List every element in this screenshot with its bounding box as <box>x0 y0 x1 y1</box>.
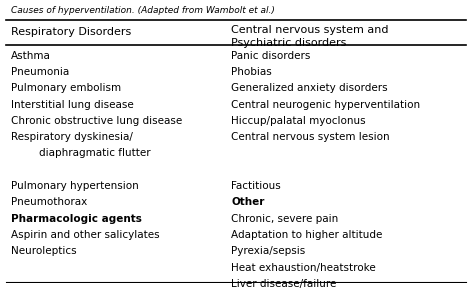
Text: Factitious: Factitious <box>231 181 281 191</box>
Text: Adaptation to higher altitude: Adaptation to higher altitude <box>231 230 383 240</box>
Text: Hiccup/palatal myoclonus: Hiccup/palatal myoclonus <box>231 116 366 126</box>
Text: Generalized anxiety disorders: Generalized anxiety disorders <box>231 83 388 93</box>
Text: Pulmonary embolism: Pulmonary embolism <box>11 83 121 93</box>
Text: Heat exhaustion/heatstroke: Heat exhaustion/heatstroke <box>231 262 376 273</box>
Text: Central nervous system and
Psychiatric disorders: Central nervous system and Psychiatric d… <box>231 25 389 48</box>
Text: Central neurogenic hyperventilation: Central neurogenic hyperventilation <box>231 100 420 109</box>
Text: Pneumothorax: Pneumothorax <box>11 197 87 207</box>
Text: Pneumonia: Pneumonia <box>11 67 69 77</box>
Text: Phobias: Phobias <box>231 67 272 77</box>
Text: Neuroleptics: Neuroleptics <box>11 246 76 256</box>
Text: Chronic, severe pain: Chronic, severe pain <box>231 214 338 224</box>
Text: Other: Other <box>231 197 265 207</box>
Text: Pharmacologic agents: Pharmacologic agents <box>11 214 142 224</box>
Text: diaphragmatic flutter: diaphragmatic flutter <box>39 148 151 158</box>
Text: Asthma: Asthma <box>11 51 51 61</box>
Text: Respiratory dyskinesia/: Respiratory dyskinesia/ <box>11 132 133 142</box>
Text: Interstitial lung disease: Interstitial lung disease <box>11 100 134 109</box>
Text: Aspirin and other salicylates: Aspirin and other salicylates <box>11 230 159 240</box>
Text: Central nervous system lesion: Central nervous system lesion <box>231 132 390 142</box>
Text: Pulmonary hypertension: Pulmonary hypertension <box>11 181 138 191</box>
Text: Panic disorders: Panic disorders <box>231 51 311 61</box>
Text: Liver disease/failure: Liver disease/failure <box>231 279 337 289</box>
Text: Chronic obstructive lung disease: Chronic obstructive lung disease <box>11 116 182 126</box>
Text: Pyrexia/sepsis: Pyrexia/sepsis <box>231 246 306 256</box>
Text: Causes of hyperventilation. (Adapted from Wambolt et al.): Causes of hyperventilation. (Adapted fro… <box>11 6 274 15</box>
Text: Respiratory Disorders: Respiratory Disorders <box>11 27 131 37</box>
